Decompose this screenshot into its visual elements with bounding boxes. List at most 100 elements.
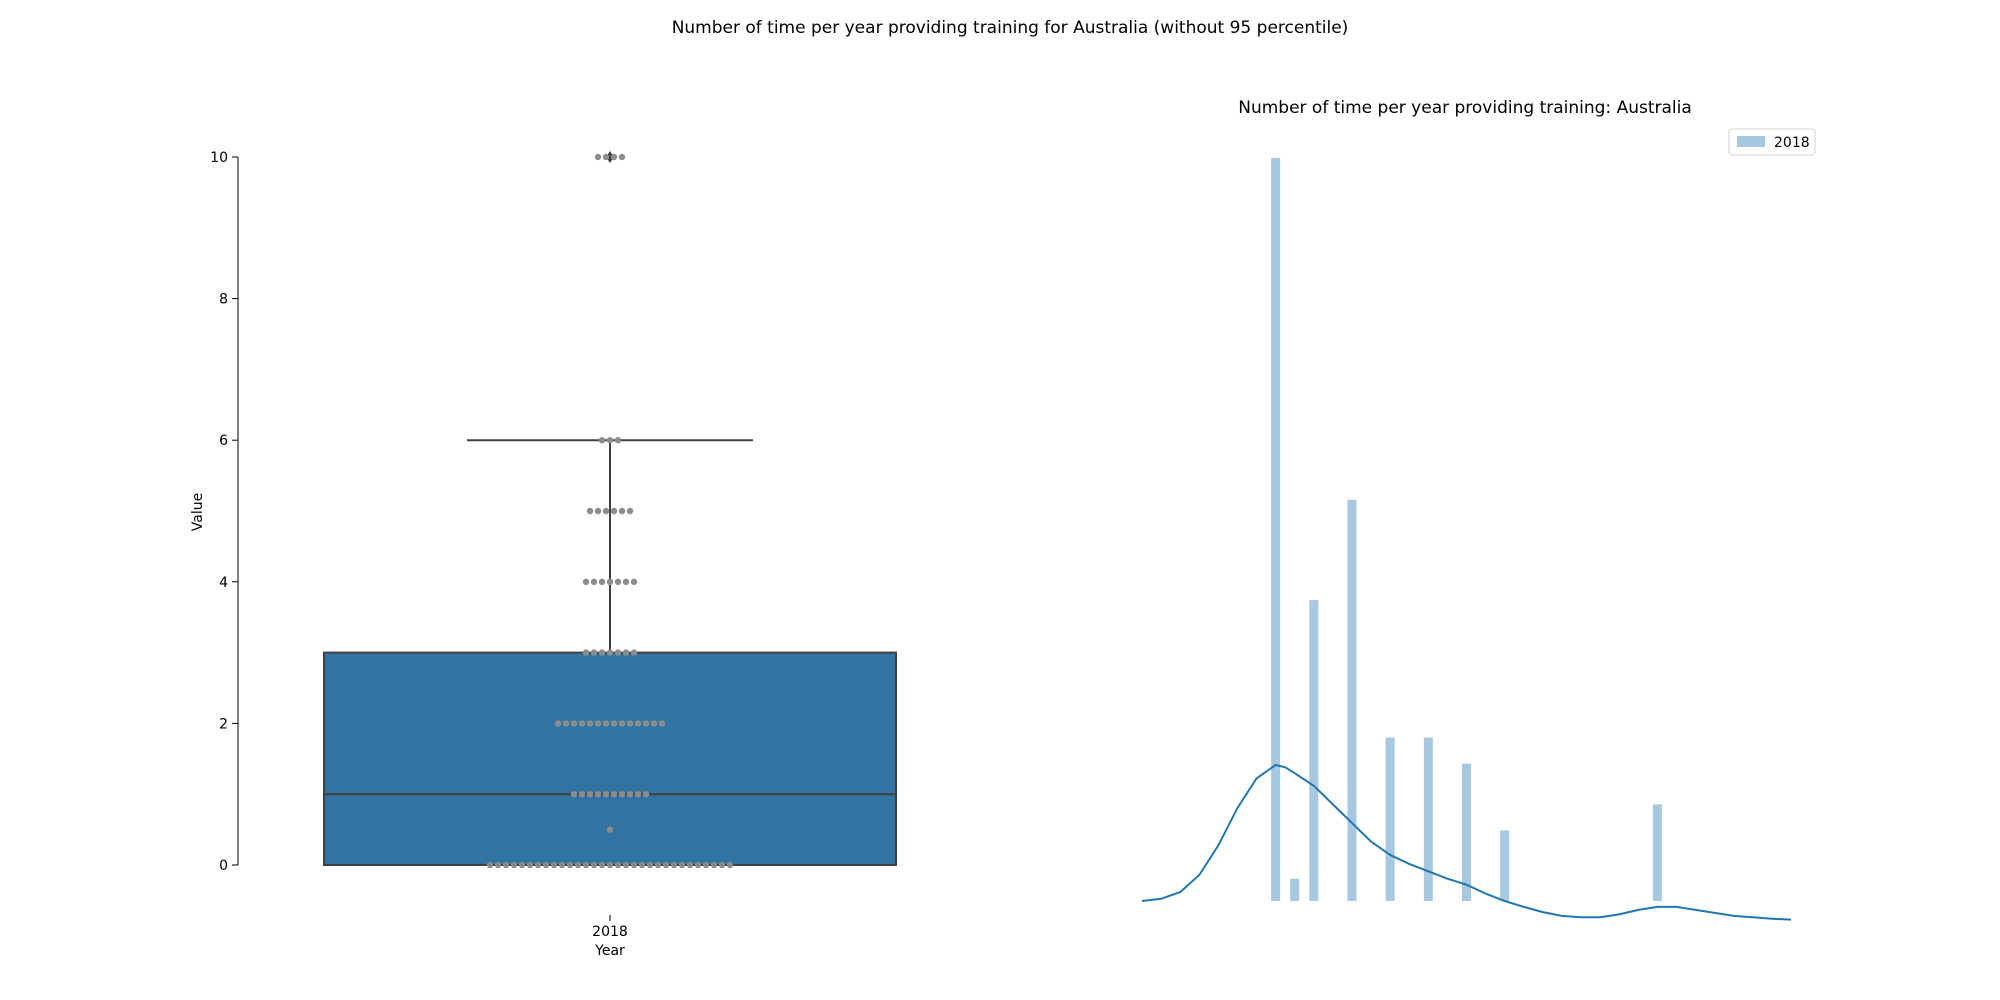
swarm-point [718, 861, 726, 869]
swarm-point [614, 649, 622, 656]
swarm-point [606, 861, 614, 869]
swarm-point [486, 861, 494, 869]
swarm-point [662, 861, 670, 869]
swarm-point [570, 720, 578, 727]
swarm-point [634, 720, 642, 727]
swarm-point [534, 861, 542, 869]
swarm-point [610, 791, 618, 798]
swarm-point [622, 578, 630, 585]
swarm-point [598, 437, 606, 444]
box-y-tick-label: 8 [219, 292, 228, 308]
swarm-point [526, 861, 534, 869]
histogram-bar [1271, 158, 1281, 901]
swarm-point [598, 861, 606, 869]
swarm-point [518, 861, 526, 869]
histogram-panel: Number of time per year providing traini… [1141, 98, 1816, 921]
swarm-point [630, 578, 638, 585]
swarm-point [626, 507, 634, 515]
histogram-bar [1309, 600, 1319, 901]
swarm-point [622, 649, 630, 656]
box-y-tick-label: 0 [219, 858, 228, 874]
swarm-point [638, 861, 646, 869]
histogram-bar [1290, 878, 1300, 901]
swarm-point [634, 791, 642, 798]
swarm-point [602, 507, 610, 515]
box-x-axis: 2018 [592, 915, 628, 940]
histogram-bar [1347, 499, 1357, 901]
swarm-point [610, 720, 618, 727]
swarm-point [630, 649, 638, 656]
swarm-point [618, 507, 626, 515]
swarm-point [650, 720, 658, 727]
swarm-point [630, 861, 638, 869]
interquartile-box [323, 651, 897, 866]
swarm-point [574, 861, 582, 869]
box-plot-body [323, 151, 897, 866]
swarm-point [554, 720, 562, 727]
swarm-point [606, 578, 614, 585]
kde-line [1141, 763, 1792, 921]
swarm-point [510, 861, 518, 869]
swarm-point [694, 861, 702, 869]
legend-label-2018: 2018 [1774, 135, 1810, 151]
swarm-point [678, 861, 686, 869]
swarm-point [562, 720, 570, 727]
swarm-point [542, 861, 550, 869]
swarm-point [594, 507, 602, 515]
swarm-point [606, 826, 614, 833]
swarm-point [610, 153, 618, 161]
swarm-point [710, 861, 718, 869]
box-y-axis-label: Value [190, 493, 206, 531]
swarm-point [610, 507, 618, 515]
swarm-point [658, 720, 666, 727]
swarm-point [606, 437, 614, 444]
swarm-point [702, 861, 710, 869]
outlier-marker [606, 151, 614, 163]
swarm-point [582, 649, 590, 656]
swarm-point [686, 861, 694, 869]
box-x-tick-label: 2018 [592, 924, 628, 940]
histogram-legend: 2018 [1728, 128, 1816, 156]
swarm-point [614, 437, 622, 444]
box-plot-panel: 0 2 4 6 8 10 2018 Value Year [190, 150, 897, 959]
box-y-tick-label: 4 [219, 575, 228, 591]
swarm-point [670, 861, 678, 869]
swarm-point [614, 861, 622, 869]
swarm-point [602, 153, 610, 161]
swarm-point [622, 861, 630, 869]
box-y-tick-label: 10 [210, 150, 228, 166]
swarm-point [598, 578, 606, 585]
swarm-point [578, 791, 586, 798]
swarm-point [602, 791, 610, 798]
swarm-point [618, 720, 626, 727]
swarm-point [654, 861, 662, 869]
box-y-tick-label: 6 [219, 433, 228, 449]
swarm-point [626, 791, 634, 798]
swarm-point [582, 578, 590, 585]
swarm-point [594, 720, 602, 727]
swarm-point [626, 720, 634, 727]
swarm-points [486, 153, 734, 869]
swarm-point [586, 507, 594, 515]
histogram-bar [1462, 763, 1471, 901]
histogram-bar [1423, 737, 1433, 901]
box-y-axis: 0 2 4 6 8 10 [210, 150, 239, 874]
swarm-point [586, 791, 594, 798]
box-y-tick-label: 2 [219, 716, 228, 732]
swarm-point [582, 861, 590, 869]
swarm-point [598, 649, 606, 656]
legend-swatch-2018 [1737, 136, 1765, 147]
swarm-point [590, 649, 598, 656]
swarm-point [594, 791, 602, 798]
swarm-point [590, 861, 598, 869]
legend-frame [1728, 128, 1816, 156]
swarm-point [618, 791, 626, 798]
box-x-axis-label: Year [594, 943, 625, 959]
figure-suptitle: Number of time per year providing traini… [672, 18, 1349, 38]
swarm-point [614, 578, 622, 585]
swarm-point [726, 861, 734, 869]
swarm-point [494, 861, 502, 869]
swarm-point [550, 861, 558, 869]
swarm-point [502, 861, 510, 869]
